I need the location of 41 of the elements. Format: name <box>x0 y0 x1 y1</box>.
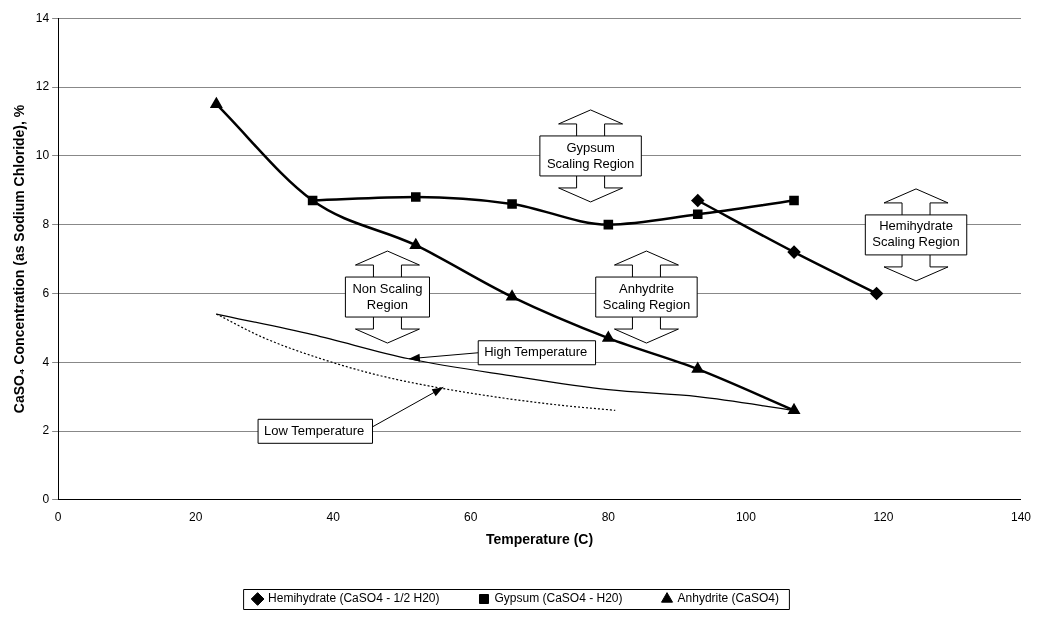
x-tick-label: 40 <box>326 510 341 525</box>
x-axis-title: Temperature (C) <box>486 531 594 548</box>
y-tick-label: 14 <box>35 10 50 25</box>
y-tick-label: 2 <box>42 423 50 438</box>
legend-label: Gypsum (CaSO4 - H20) <box>494 591 623 606</box>
legend-label: Anhydrite (CaSO4) <box>677 591 779 606</box>
x-tick-label: 60 <box>464 510 478 525</box>
x-tick-label: 140 <box>1010 510 1032 525</box>
y-tick-label: 10 <box>35 148 50 163</box>
x-tick-label: 0 <box>54 510 62 525</box>
point <box>507 199 517 209</box>
point <box>787 245 801 259</box>
point <box>691 194 704 207</box>
point <box>870 287 883 300</box>
point <box>506 290 518 301</box>
point <box>410 238 422 249</box>
annotation: Low Temperature <box>264 422 365 438</box>
point <box>692 209 703 220</box>
x-tick-label: 20 <box>189 510 203 525</box>
point <box>788 404 800 415</box>
y-tick-label: 4 <box>42 354 50 369</box>
y-tick-label: 6 <box>42 285 50 300</box>
point <box>307 195 318 206</box>
annotation: High Temperature <box>484 344 588 360</box>
y-axis-title: CaSO₄ Concentration (as Sodium Chloride), % <box>11 104 28 414</box>
y-tick-label: 0 <box>42 492 50 507</box>
point <box>602 331 614 342</box>
point <box>410 192 421 202</box>
point <box>692 362 704 373</box>
annotation: Non Scaling Region <box>352 280 423 312</box>
x-tick-label: 100 <box>735 510 757 525</box>
x-tick-label: 120 <box>873 510 894 525</box>
y-tick-label: 12 <box>35 79 50 94</box>
point <box>603 219 614 230</box>
annotation: Gypsum Scaling Region <box>546 139 635 171</box>
annotation: Hemihydrate Scaling Region <box>872 218 960 250</box>
y-tick-label: 8 <box>42 216 50 231</box>
legend-label: Hemihydrate (CaSO4 - 1/2 H20) <box>268 591 440 606</box>
point <box>789 195 799 206</box>
x-tick-label: 80 <box>601 510 616 525</box>
annotation: Anhydrite Scaling Region <box>602 280 691 312</box>
